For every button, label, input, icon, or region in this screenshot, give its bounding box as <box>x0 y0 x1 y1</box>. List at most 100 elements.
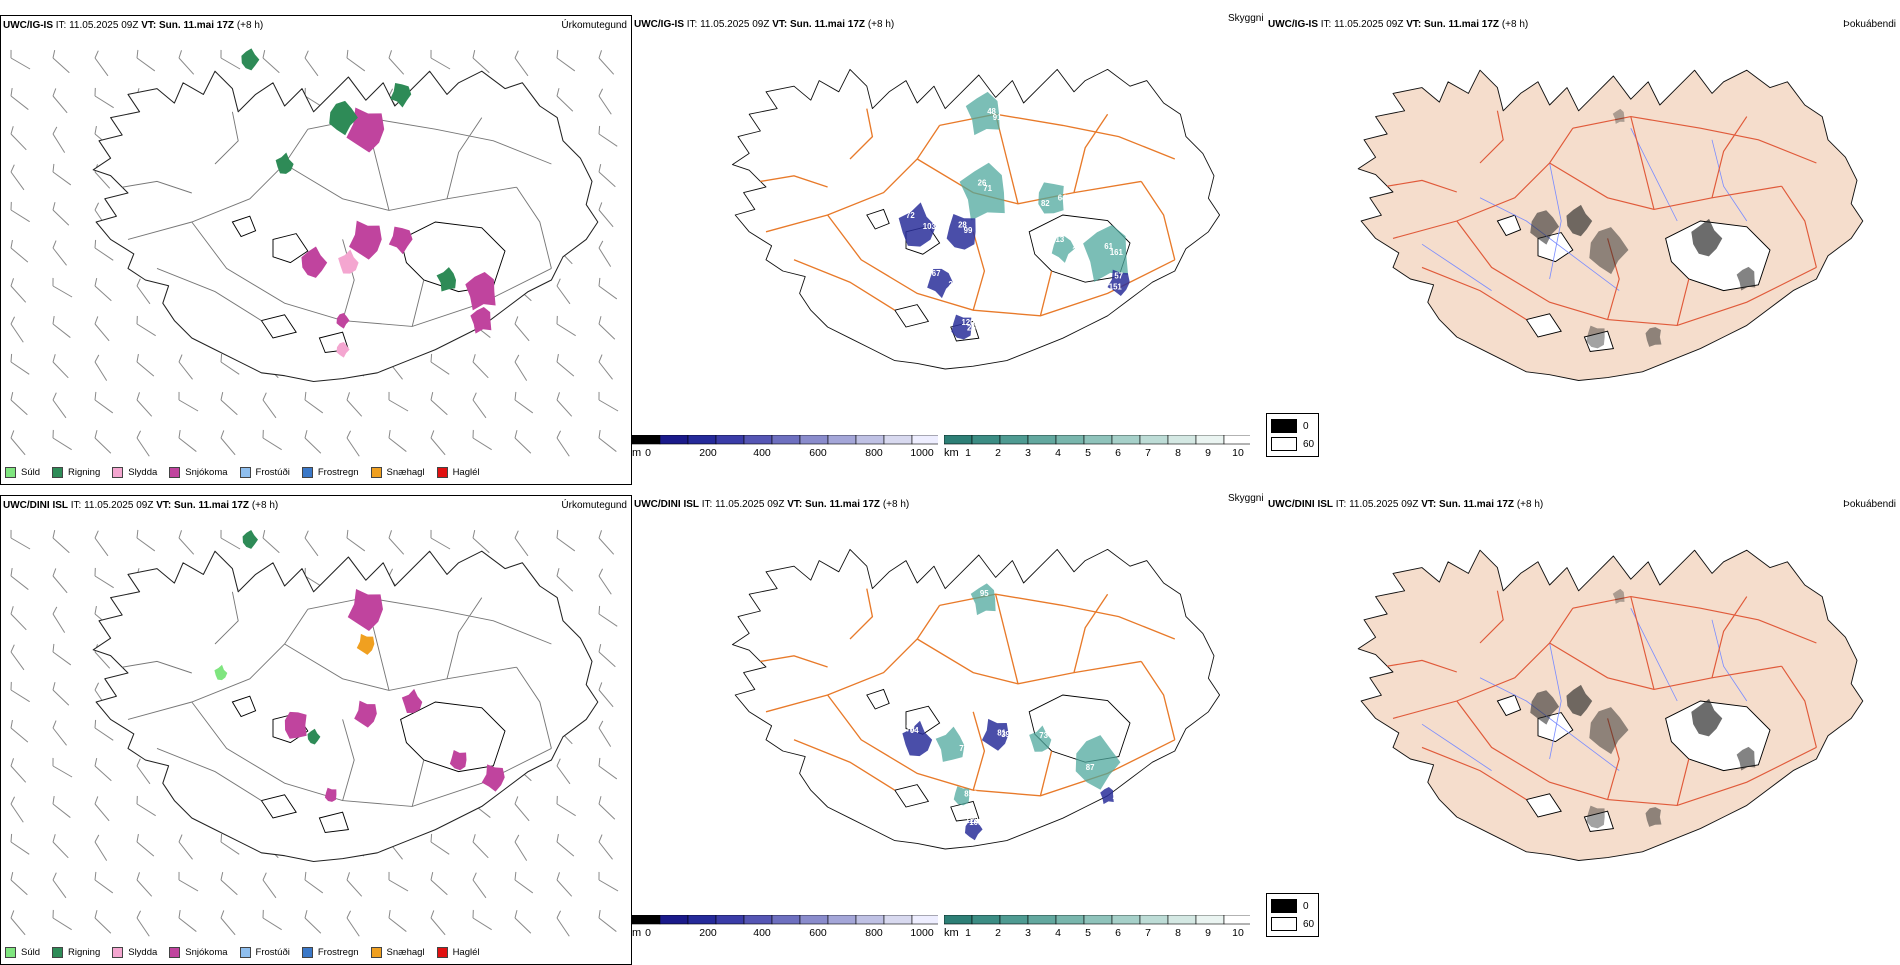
visibility-label: 64 <box>1058 193 1067 202</box>
field-blob <box>1645 807 1662 827</box>
colorbar-step <box>971 915 1001 925</box>
colorbar-step <box>971 435 1001 445</box>
field-blob <box>946 214 976 250</box>
iceland-outline: 78 81 122 227 95 77 73 87 856 04 39 105 <box>731 548 1221 850</box>
wind-barb <box>10 87 29 110</box>
field-blob <box>284 711 307 739</box>
colorbar-step <box>799 915 829 925</box>
wind-barb <box>178 530 195 555</box>
colorbar-tick: 6 <box>1115 447 1121 459</box>
field-blob <box>481 764 505 792</box>
wind-barb <box>472 354 489 379</box>
road-line <box>342 719 355 801</box>
road-line <box>411 759 425 807</box>
wind-barb <box>262 392 277 419</box>
colorbar-step <box>1139 435 1169 445</box>
colorbar-tick: 2 <box>995 447 1001 459</box>
wind-barb <box>220 392 238 416</box>
colorbar-tick: 3 <box>1025 447 1031 459</box>
field-blob <box>951 314 972 340</box>
colorbar-tick: 600 <box>809 447 827 459</box>
wind-barb <box>10 392 28 416</box>
road-line <box>1387 179 1457 193</box>
legend-label: Frostregn <box>317 467 359 478</box>
model-name: UWC/IG-IS <box>634 19 684 30</box>
legend-label: Haglél <box>452 947 480 958</box>
wind-barb <box>220 910 236 936</box>
valid-time: Sun. 11.mai 17Z <box>1439 499 1515 510</box>
colorbar-step <box>1027 435 1057 445</box>
legend-label: Snjókoma <box>185 947 228 958</box>
wind-barb <box>136 795 156 817</box>
road-line <box>1039 270 1053 316</box>
wind-barb <box>598 720 612 747</box>
visibility-label: 87 <box>1086 763 1095 772</box>
model-name: UWC/IG-IS <box>1268 19 1318 30</box>
model-name: UWC/IG-IS <box>3 20 53 31</box>
visibility-label: 57 <box>1114 271 1123 280</box>
panel-header: UWC/IG-IS IT: 11.05.2025 09Z VT: Sun. 11… <box>3 20 629 34</box>
visibility-label: 71 <box>983 184 992 193</box>
legend-label: Frostúði <box>255 467 290 478</box>
wind-barb <box>388 50 405 75</box>
coastline <box>92 550 599 863</box>
panel-header: UWC/IG-IS IT: 11.05.2025 09Z VT: Sun. 11… <box>634 19 1264 33</box>
wind-barb <box>178 50 195 75</box>
colorbar-step <box>944 435 973 445</box>
road-line <box>446 117 483 199</box>
colorbar-step <box>911 915 938 925</box>
iceland-outline <box>1357 69 1864 381</box>
road-line <box>1387 659 1457 673</box>
field-blob <box>1530 690 1560 725</box>
colorbar-step <box>1223 435 1250 445</box>
visibility-panel: UWC/IG-IS IT: 11.05.2025 09Z VT: Sun. 11… <box>632 13 1266 485</box>
field-blob <box>388 226 413 255</box>
river-line <box>1479 197 1620 291</box>
field-blob <box>1530 210 1560 245</box>
wind-barb <box>388 530 405 555</box>
panel-header: UWC/DINI ISL IT: 11.05.2025 09Z VT: Sun.… <box>1268 499 1898 513</box>
colorbar-step <box>1055 915 1085 925</box>
wind-barb <box>262 50 280 74</box>
colorbar-step <box>1027 915 1057 925</box>
wind-barb <box>220 833 240 855</box>
field-blob <box>354 700 377 728</box>
panel-title: Úrkomutegund <box>561 500 627 511</box>
lead-time: (+8 h) <box>1501 19 1529 30</box>
colorbar-step <box>771 435 801 445</box>
legend-item: Haglél <box>436 947 480 958</box>
wind-barb <box>472 530 490 554</box>
wind-barb <box>514 834 528 861</box>
river-line <box>1711 139 1748 222</box>
colorbar-step <box>883 915 913 925</box>
wind-barb <box>52 834 69 859</box>
colorbar-tick: 200 <box>699 447 717 459</box>
colorbar-tick: 1 <box>965 927 971 939</box>
field-blob <box>1691 218 1723 257</box>
wind-barb <box>598 568 612 595</box>
field-blob <box>241 48 260 71</box>
wind-barb <box>388 871 409 892</box>
colorbar-step <box>659 915 689 925</box>
colorbar-step <box>743 435 773 445</box>
fog-panel: UWC/IG-IS IT: 11.05.2025 09Z VT: Sun. 11… <box>1266 15 1900 485</box>
wind-barb <box>94 316 110 342</box>
lead-time: (+8 h) <box>1516 499 1544 510</box>
wind-barb <box>598 316 616 340</box>
wind-barb <box>598 757 618 780</box>
wind-barb <box>598 391 619 412</box>
legend-label: Rigning <box>68 947 101 958</box>
legend-item: Frostúði <box>239 467 290 478</box>
field-blob <box>1736 266 1756 291</box>
wind-barb <box>556 795 576 817</box>
visibility-label: 77 <box>959 744 968 753</box>
road-line <box>156 747 262 801</box>
colorbar-tick: 800 <box>865 447 883 459</box>
colorbar-tick: 8 <box>1175 927 1181 939</box>
wind-barb <box>304 871 324 894</box>
legend-swatch <box>436 467 448 478</box>
visibility-label: 67 <box>932 269 941 278</box>
lead-time: (+8 h) <box>867 19 895 30</box>
colorbar-tick: 4 <box>1055 447 1061 459</box>
road-line <box>156 267 262 321</box>
